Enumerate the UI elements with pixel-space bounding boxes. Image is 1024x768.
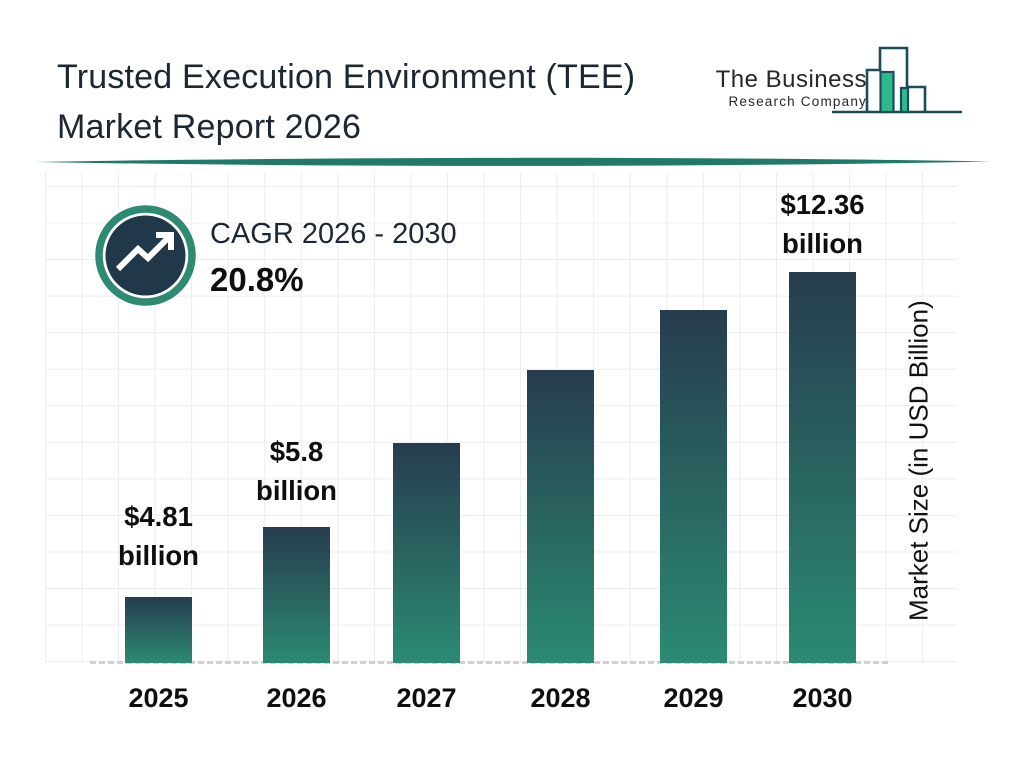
logo-company-subtitle: Research Company — [728, 94, 867, 109]
bar-value-2025: $4.81 — [124, 501, 193, 532]
bar-2030 — [789, 272, 856, 663]
cagr-value: 20.8% — [210, 261, 304, 298]
x-tick-2027: 2027 — [396, 683, 457, 713]
bar-2025 — [125, 597, 192, 663]
logo-company-name: The Business — [715, 66, 867, 93]
x-axis-baseline — [90, 661, 888, 664]
bar-2027 — [393, 443, 460, 663]
x-tick-2028: 2028 — [530, 683, 591, 713]
page-title-line2: Market Report 2026 — [57, 108, 362, 146]
bar-2026 — [263, 527, 330, 663]
bar-2029 — [660, 310, 727, 663]
page-title: Trusted Execution Environment (TEE) Mark… — [57, 52, 635, 152]
page-title-line1: Trusted Execution Environment (TEE) — [57, 58, 636, 96]
divider-swoosh — [35, 157, 990, 166]
bar-unit-2025: billion — [118, 540, 199, 571]
bar-unit-2026: billion — [256, 475, 337, 506]
x-tick-2029: 2029 — [663, 683, 724, 713]
bar-value-2030: $12.36 — [780, 189, 865, 220]
bar-value-label-2030: $12.36 billion — [713, 185, 933, 263]
trending-up-icon — [95, 205, 196, 306]
bar-unit-2030: billion — [782, 228, 863, 259]
logo-bars-icon — [832, 46, 962, 114]
x-tick-2026: 2026 — [266, 683, 327, 713]
x-tick-2025: 2025 — [128, 683, 189, 713]
x-tick-2030: 2030 — [792, 683, 853, 713]
y-axis-label: Market Size (in USD Billion) — [903, 300, 934, 621]
bar-value-label-2025: $4.81 billion — [49, 497, 269, 575]
bar-value-label-2026: $5.8 billion — [187, 432, 407, 510]
cagr-period-label: CAGR 2026 - 2030 — [210, 218, 457, 250]
bar-2028 — [527, 370, 594, 663]
bar-value-2026: $5.8 — [269, 436, 324, 467]
